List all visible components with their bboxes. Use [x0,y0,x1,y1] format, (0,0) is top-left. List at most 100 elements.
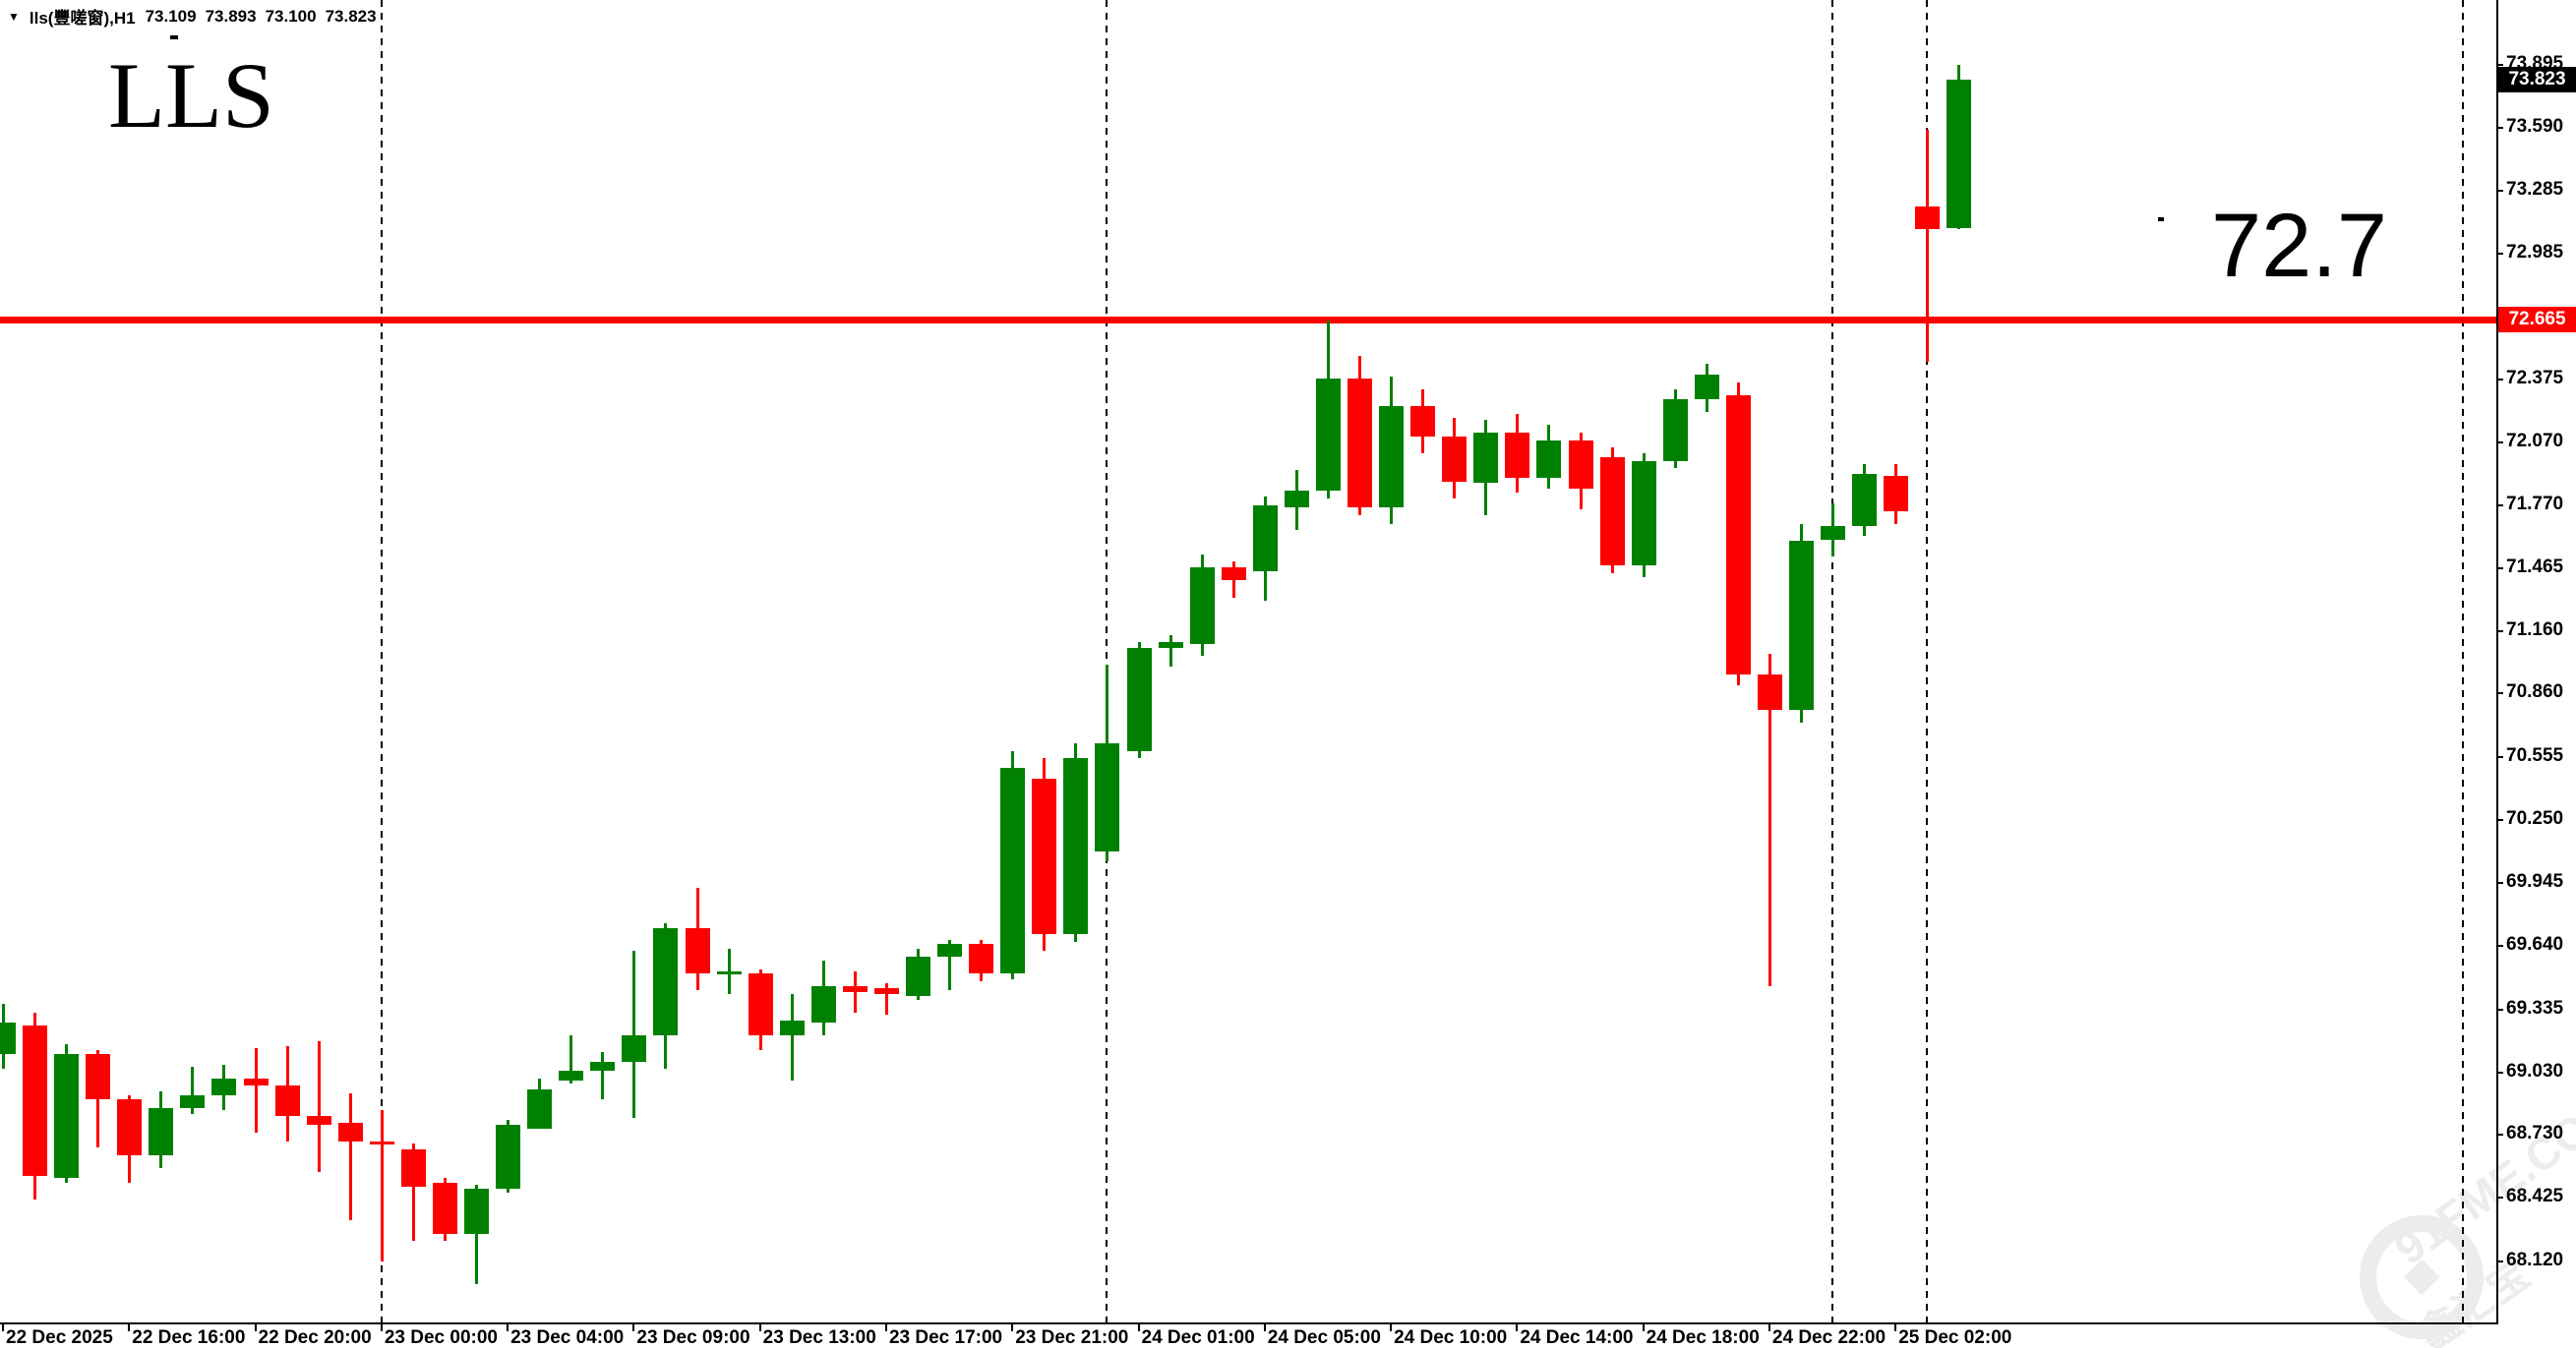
y-axis-tick-label: 68.120 [2506,1249,2564,1270]
candle-body [1410,405,1436,438]
y-axis-tick-label: 70.860 [2506,681,2564,703]
candle-body [1757,674,1782,711]
level-price-tag: 72.665 [2498,307,2576,333]
text-anchor-dot [170,35,178,39]
x-axis-tick-mark [632,1324,635,1331]
x-axis-tick-mark [1011,1324,1014,1331]
y-axis-tick-label: 68.425 [2506,1186,2564,1207]
y-axis-tick-label: 69.030 [2506,1061,2564,1082]
y-axis-tick-label: 69.335 [2506,997,2564,1019]
x-axis-tick-label: 23 Dec 04:00 [510,1327,625,1348]
candle-body [1158,641,1183,649]
x-axis-tick-label: 23 Dec 21:00 [1015,1327,1129,1348]
candle-body [1063,757,1089,934]
candle-body [496,1124,521,1189]
candle-body [906,957,931,997]
candle-body [1852,474,1878,526]
x-axis-tick-label: 24 Dec 01:00 [1141,1327,1255,1348]
candle-body [337,1122,363,1142]
candle-body [527,1088,553,1129]
candle-wick [601,1051,605,1100]
price-axis-border [2496,0,2498,1324]
y-axis-tick-mark [2496,630,2503,633]
candle-body [748,972,773,1036]
x-axis-tick-label: 25 Dec 02:00 [1898,1327,2012,1348]
candle-wick [348,1093,352,1220]
candle-body [937,944,963,957]
open-value: 73.109 [145,6,197,26]
y-axis-tick-mark [2496,1008,2503,1011]
symbol-timeframe-label: lls(豐嗟窗),H1 [29,9,136,28]
x-axis-tick-mark [1137,1324,1140,1331]
candle-body [810,985,836,1024]
candle-body [117,1099,143,1156]
candle-body [306,1116,331,1125]
candle-body [1315,379,1341,491]
x-axis-tick-label: 23 Dec 13:00 [762,1327,876,1348]
y-axis-tick-mark [2496,190,2503,193]
x-axis-tick-label: 24 Dec 14:00 [1520,1327,1634,1348]
candle-wick [475,1184,479,1284]
x-axis-tick-label: 24 Dec 05:00 [1267,1327,1381,1348]
candle-wick [884,983,888,1015]
current-price-tag: 73.823 [2498,67,2576,93]
x-axis-tick-label: 24 Dec 22:00 [1771,1327,1887,1348]
day-separator-line [1831,0,1834,1322]
x-axis-tick-mark [128,1324,131,1331]
candle-body [1473,432,1499,483]
candle-body [432,1182,457,1235]
y-axis-tick-label: 72.375 [2506,368,2564,389]
candle-wick [411,1143,415,1241]
y-axis-tick-mark [2496,127,2503,130]
x-axis-tick-label: 22 Dec 16:00 [132,1327,246,1348]
horizontal-level-line[interactable] [0,317,2496,324]
y-axis-tick-label: 69.945 [2506,871,2564,893]
candle-body [400,1148,426,1187]
y-axis-tick-mark [2496,1134,2503,1137]
y-axis-tick-mark [2496,692,2503,695]
x-axis-tick-mark [1894,1324,1897,1331]
x-axis-tick-mark [507,1324,509,1331]
candle-body [1568,440,1593,489]
x-axis-tick-label: 23 Dec 00:00 [384,1327,498,1348]
y-axis-tick-label: 71.770 [2506,493,2564,514]
candle-wick [254,1047,258,1134]
day-separator-line [1106,0,1108,1322]
candle-body [1379,405,1405,507]
candle-body [149,1107,174,1156]
candle-body [1252,504,1278,572]
candle-body [1694,374,1719,400]
symbol-dropdown-icon[interactable]: ▼ [8,9,20,24]
y-axis-tick-mark [2496,882,2503,885]
y-axis-tick-label: 72.985 [2506,241,2564,263]
x-axis-tick-mark [2,1324,4,1331]
candle-wick [569,1035,573,1084]
candle-body [1821,525,1846,541]
candle-body [1505,432,1530,479]
x-axis-tick-mark [1390,1324,1393,1331]
candle-body [243,1079,269,1085]
day-separator-line [1926,0,1929,1322]
candle-body [873,987,899,994]
candle-body [1032,778,1057,934]
candle-body [1221,566,1246,580]
high-value: 73.893 [205,6,257,26]
candle-body [653,927,679,1036]
candle-body [1000,768,1026,973]
text-anchor-dot [2158,217,2164,221]
candle-wick [948,940,952,990]
candle-body [1947,80,1972,228]
candle-body [559,1070,584,1082]
candle-body [969,944,994,973]
x-axis-tick-label: 23 Dec 17:00 [888,1327,1003,1348]
x-axis-tick-label: 22 Dec 2025 [6,1327,113,1348]
y-axis-tick-label: 70.555 [2506,744,2564,766]
candle-body [779,1021,805,1036]
y-axis-tick-mark [2496,1197,2503,1200]
y-axis-tick-label: 70.250 [2506,807,2564,829]
candle-wick [380,1109,384,1261]
candle-body [1126,648,1152,752]
candle-body [1284,490,1309,507]
